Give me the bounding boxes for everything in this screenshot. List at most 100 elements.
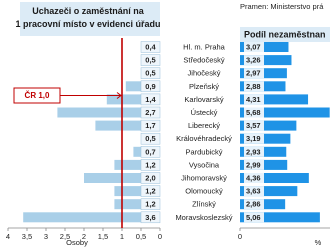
x-tick-label: 3,5 bbox=[22, 232, 32, 241]
category-label: Hl. m. Praha bbox=[183, 42, 226, 51]
x-tick-label: 2,5 bbox=[60, 232, 70, 241]
value-box bbox=[140, 132, 161, 145]
value-box bbox=[244, 173, 264, 183]
bar bbox=[240, 186, 298, 197]
value-box bbox=[244, 94, 264, 105]
value-box bbox=[140, 80, 161, 93]
value-box bbox=[244, 107, 264, 118]
bar bbox=[240, 94, 309, 105]
x-tick-label: 2 bbox=[82, 232, 86, 241]
source: Pramen: Ministerstvo prá bbox=[240, 2, 324, 11]
x-tick-label: 3 bbox=[44, 232, 48, 241]
value-label: 4,36 bbox=[246, 173, 261, 182]
value-box bbox=[140, 172, 161, 184]
bar bbox=[114, 186, 160, 197]
x-tick-label: 1 bbox=[120, 232, 124, 241]
x-tick-label: 0,5 bbox=[136, 232, 146, 241]
category-label: Vysočina bbox=[189, 160, 220, 169]
x-axis-label: Osoby bbox=[66, 238, 88, 247]
value-box bbox=[140, 146, 161, 158]
chart-title: Podíl nezaměstnan bbox=[244, 29, 326, 39]
bar bbox=[114, 199, 160, 210]
value-box bbox=[244, 42, 264, 52]
value-label: 3,6 bbox=[145, 213, 155, 222]
category-label: Pardubický bbox=[185, 147, 222, 156]
value-label: 2,86 bbox=[246, 200, 261, 209]
value-box bbox=[244, 120, 264, 131]
value-box bbox=[244, 159, 264, 170]
value-box bbox=[140, 211, 161, 224]
value-box bbox=[140, 106, 161, 119]
category-label: Olomoucký bbox=[185, 187, 223, 196]
value-label: 2,93 bbox=[246, 147, 261, 156]
bar bbox=[240, 133, 291, 144]
value-label: 1,2 bbox=[145, 200, 155, 209]
value-label: 2,97 bbox=[246, 69, 261, 78]
value-label: 2,0 bbox=[145, 173, 155, 182]
value-label: 1,2 bbox=[145, 187, 155, 196]
value-label: 4,31 bbox=[246, 95, 261, 104]
value-box bbox=[140, 93, 161, 106]
bar bbox=[106, 94, 160, 105]
x-axis-label: % bbox=[315, 238, 322, 247]
x-tick-label: 0 bbox=[238, 232, 242, 241]
value-label: 2,7 bbox=[145, 108, 155, 117]
reference-label: ČR 1,0 bbox=[25, 91, 50, 100]
value-label: 1,4 bbox=[145, 95, 156, 104]
value-box bbox=[244, 186, 264, 197]
value-box bbox=[140, 198, 161, 210]
category-label: Zlínský bbox=[192, 200, 216, 209]
value-box bbox=[244, 81, 264, 92]
bar bbox=[240, 107, 330, 118]
bar bbox=[240, 55, 292, 66]
value-label: 1,7 bbox=[145, 121, 155, 130]
value-box bbox=[244, 199, 264, 210]
value-box bbox=[244, 55, 264, 66]
value-box bbox=[140, 185, 161, 197]
value-label: 2,99 bbox=[246, 160, 261, 169]
bar bbox=[240, 120, 297, 131]
title-background bbox=[20, 2, 160, 36]
category-label: Královéhradecký bbox=[176, 134, 232, 143]
value-box bbox=[244, 212, 264, 223]
value-box bbox=[140, 54, 161, 66]
bar bbox=[240, 212, 320, 223]
value-label: 5,68 bbox=[246, 108, 261, 117]
category-label: Středočeský bbox=[183, 56, 225, 65]
category-label: Liberecký bbox=[188, 121, 220, 130]
value-box bbox=[244, 133, 264, 144]
value-label: 0,7 bbox=[145, 147, 155, 156]
category-label: Jihomoravský bbox=[181, 173, 227, 182]
value-label: 0,9 bbox=[145, 82, 155, 91]
category-label: Jihočeský bbox=[188, 69, 221, 78]
value-box bbox=[140, 159, 161, 171]
value-label: 5,06 bbox=[246, 213, 261, 222]
value-label: 3,57 bbox=[246, 121, 261, 130]
bar bbox=[240, 42, 289, 52]
x-tick-label: 0 bbox=[158, 232, 162, 241]
value-label: 0,5 bbox=[145, 134, 155, 143]
bar bbox=[114, 159, 160, 170]
x-tick-label: 1,5 bbox=[98, 232, 108, 241]
value-label: 3,07 bbox=[246, 42, 261, 51]
value-label: 0,5 bbox=[145, 69, 155, 78]
value-box bbox=[140, 119, 161, 132]
value-box bbox=[140, 67, 161, 79]
category-label: Ústecký bbox=[191, 108, 218, 117]
x-tick-label: 4 bbox=[6, 232, 10, 241]
category-label: Moravskoslezský bbox=[175, 213, 232, 222]
value-box bbox=[244, 68, 264, 79]
reference-arrow bbox=[60, 92, 122, 99]
bar bbox=[95, 120, 160, 131]
value-label: 3,26 bbox=[246, 56, 261, 65]
category-label: Plzeňský bbox=[189, 82, 219, 91]
value-box bbox=[244, 146, 264, 157]
value-box bbox=[140, 41, 161, 53]
category-label: Karlovarský bbox=[184, 95, 223, 104]
value-label: 0,4 bbox=[145, 42, 156, 51]
bar bbox=[240, 173, 309, 183]
chart-title: Uchazeči o zaměstnání na 1 pracovní místo… bbox=[15, 6, 160, 29]
value-label: 1,2 bbox=[145, 160, 155, 169]
value-label: 0,5 bbox=[145, 56, 155, 65]
